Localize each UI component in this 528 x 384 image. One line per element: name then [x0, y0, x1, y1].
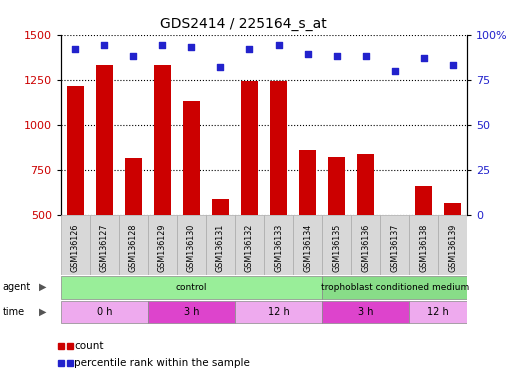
- Bar: [125, 158, 142, 305]
- Bar: [177, 215, 206, 275]
- Bar: [322, 276, 467, 298]
- Text: percentile rank within the sample: percentile rank within the sample: [74, 358, 250, 368]
- Point: [391, 68, 399, 74]
- Text: GDS2414 / 225164_s_at: GDS2414 / 225164_s_at: [159, 17, 326, 31]
- Point: [361, 53, 370, 59]
- Text: count: count: [74, 341, 103, 351]
- Bar: [90, 215, 119, 275]
- Text: GSM136137: GSM136137: [390, 224, 399, 272]
- Bar: [322, 215, 351, 275]
- Bar: [119, 215, 148, 275]
- Point: [129, 53, 138, 59]
- Bar: [148, 301, 235, 323]
- Text: 12 h: 12 h: [427, 307, 449, 317]
- Bar: [444, 203, 461, 305]
- Bar: [61, 276, 322, 298]
- Text: GSM136126: GSM136126: [71, 224, 80, 272]
- Bar: [241, 81, 258, 305]
- Bar: [148, 215, 177, 275]
- Text: 3 h: 3 h: [184, 307, 199, 317]
- Bar: [235, 215, 264, 275]
- Point: [100, 42, 109, 48]
- Text: GSM136128: GSM136128: [129, 224, 138, 272]
- Text: GSM136139: GSM136139: [448, 224, 457, 272]
- Point: [449, 62, 457, 68]
- Text: agent: agent: [3, 282, 31, 292]
- Text: GSM136127: GSM136127: [100, 224, 109, 273]
- Bar: [61, 215, 90, 275]
- Bar: [415, 186, 432, 305]
- Bar: [409, 301, 467, 323]
- Text: GSM136134: GSM136134: [303, 224, 312, 272]
- Bar: [380, 215, 409, 275]
- Text: GSM136132: GSM136132: [245, 224, 254, 272]
- Bar: [299, 150, 316, 305]
- Text: trophoblast conditioned medium: trophoblast conditioned medium: [320, 283, 469, 291]
- Bar: [96, 65, 113, 305]
- Bar: [409, 215, 438, 275]
- Point: [303, 51, 312, 58]
- Bar: [61, 301, 148, 323]
- Text: GSM136136: GSM136136: [361, 224, 370, 272]
- Point: [187, 44, 196, 50]
- Bar: [183, 101, 200, 305]
- Text: GSM136133: GSM136133: [274, 224, 283, 272]
- Bar: [328, 157, 345, 305]
- Bar: [206, 215, 235, 275]
- Point: [245, 46, 254, 52]
- Text: time: time: [3, 307, 25, 317]
- Text: ▶: ▶: [39, 307, 46, 317]
- Text: control: control: [176, 283, 207, 291]
- Bar: [293, 215, 322, 275]
- Text: GSM136138: GSM136138: [419, 224, 428, 272]
- Point: [216, 64, 225, 70]
- Bar: [351, 215, 380, 275]
- Point: [420, 55, 428, 61]
- Point: [333, 53, 341, 59]
- Text: 0 h: 0 h: [97, 307, 112, 317]
- Bar: [154, 65, 171, 305]
- Text: GSM136130: GSM136130: [187, 224, 196, 272]
- Bar: [67, 86, 84, 305]
- Bar: [212, 199, 229, 305]
- Bar: [438, 215, 467, 275]
- Point: [158, 42, 167, 48]
- Text: GSM136131: GSM136131: [216, 224, 225, 272]
- Bar: [386, 215, 403, 305]
- Text: 3 h: 3 h: [358, 307, 373, 317]
- Point: [71, 46, 80, 52]
- Bar: [235, 301, 322, 323]
- Bar: [264, 215, 293, 275]
- Text: ▶: ▶: [39, 282, 46, 292]
- Bar: [270, 81, 287, 305]
- Point: [275, 42, 283, 48]
- Text: GSM136129: GSM136129: [158, 224, 167, 273]
- Text: GSM136135: GSM136135: [332, 224, 341, 272]
- Bar: [357, 154, 374, 305]
- Bar: [322, 301, 409, 323]
- Text: 12 h: 12 h: [268, 307, 289, 317]
